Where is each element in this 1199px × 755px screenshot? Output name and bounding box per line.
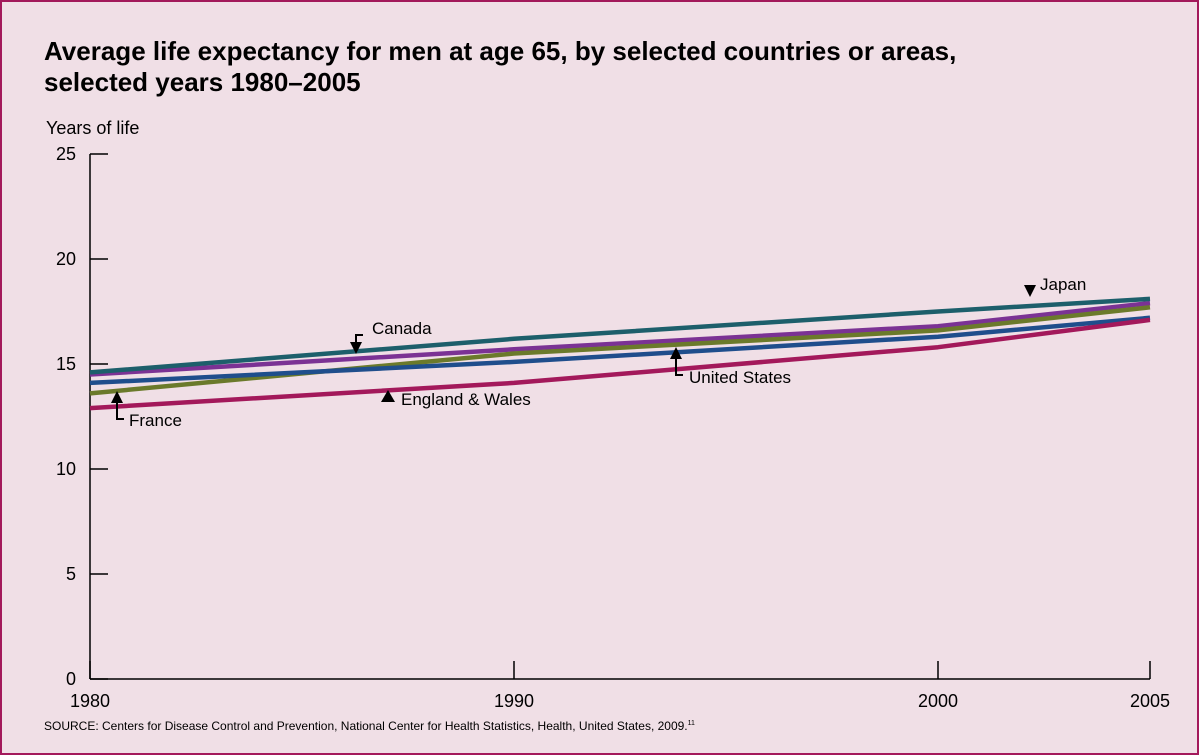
source-note: SOURCE: Centers for Disease Control and … [44,719,695,733]
annotation-label-england-wales: England & Wales [401,390,531,409]
england-wales-pointer-arrow [381,390,395,402]
france-pointer-arrow [111,391,123,403]
us-bracket [675,359,683,376]
annotation-label-japan: Japan [1040,275,1086,294]
japan-pointer-arrow [1024,285,1036,297]
annotation-label-united-states: United States [689,368,791,387]
series-line-japan [89,296,1151,375]
annotation-label-france: France [129,411,182,430]
canada-bracket [355,334,363,343]
series-line-united-states [89,315,1151,386]
chart-title: Average life expectancy for men at age 6… [44,36,957,97]
y-tick-label: 25 [56,144,76,164]
y-tick-label: 10 [56,459,76,479]
x-tick-label: 1990 [494,691,534,711]
source-ref: 11 [687,720,695,727]
y-tick-label: 5 [66,564,76,584]
france-bracket [116,403,124,420]
y-tick-label: 0 [66,669,76,689]
x-tick-label: 2005 [1130,691,1170,711]
x-tick-label: 1980 [70,691,110,711]
series-line-england-wales [89,317,1151,411]
source-text: SOURCE: Centers for Disease Control and … [44,719,688,733]
x-tick-label: 2000 [918,691,958,711]
y-axis-title: Years of life [46,118,139,138]
y-tick-label: 15 [56,354,76,374]
canada-pointer-arrow [350,342,362,354]
us-pointer-arrow [670,347,682,359]
series-line-canada [89,300,1151,377]
y-tick-label: 20 [56,249,76,269]
annotation-label-canada: Canada [372,319,432,338]
